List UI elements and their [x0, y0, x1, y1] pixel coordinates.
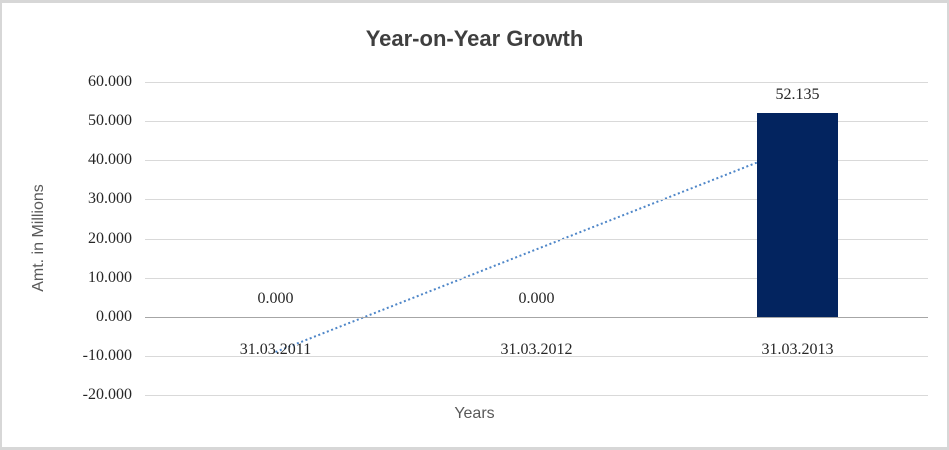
category-label: 31.03.2011 — [239, 340, 312, 358]
chart-title: Year-on-Year Growth — [365, 26, 584, 51]
gridline — [145, 395, 928, 396]
gridline — [145, 199, 928, 201]
gridline — [145, 277, 928, 279]
y-tick-label: 50.000 — [88, 112, 132, 130]
x-axis-line — [145, 316, 928, 318]
y-tick-label: 10.000 — [88, 268, 132, 286]
x-axis-title: Years — [454, 405, 495, 422]
data-label: 52.135 — [775, 85, 820, 103]
category-label: 31.03.2012 — [500, 340, 573, 358]
y-tick-label: 0.000 — [96, 307, 132, 325]
y-tick-label: 40.000 — [88, 151, 132, 169]
gridline — [145, 160, 928, 162]
y-tick-label: 60.000 — [88, 73, 132, 90]
y-tick-label: -10.000 — [82, 346, 132, 364]
gridline — [145, 82, 928, 83]
data-label: 0.000 — [257, 289, 294, 307]
bar — [757, 112, 838, 317]
gridline — [145, 238, 928, 240]
data-label: 0.000 — [518, 289, 555, 307]
y-tick-label: 20.000 — [88, 229, 132, 247]
gridline — [145, 355, 928, 357]
y-tick-label: 30.000 — [88, 190, 132, 208]
y-tick-label: -20.000 — [82, 386, 132, 403]
category-label: 31.03.2013 — [761, 340, 834, 358]
gridline — [145, 121, 928, 123]
